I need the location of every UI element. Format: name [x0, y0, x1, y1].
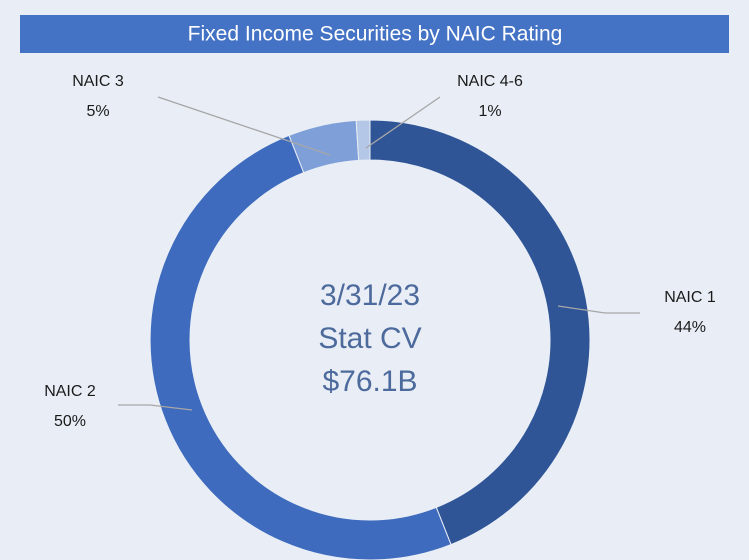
category-label: NAIC 4-6: [457, 73, 523, 90]
center-label: $76.1B: [322, 365, 417, 398]
title-bar: [20, 15, 729, 53]
donut: [149, 119, 591, 560]
value-label: 44%: [674, 319, 706, 336]
leader-line: [365, 96, 441, 149]
value-label: 1%: [478, 103, 501, 120]
center-label: Stat CV: [318, 322, 421, 355]
category-label: NAIC 2: [44, 383, 96, 400]
donut-segment: [149, 134, 452, 560]
category-label: NAIC 1: [664, 289, 716, 306]
value-label: 50%: [54, 413, 86, 430]
category-label: NAIC 3: [72, 73, 124, 90]
donut-segment: [355, 119, 371, 161]
value-label: 5%: [86, 103, 109, 120]
leader-line: [557, 305, 640, 314]
chart-title: Fixed Income Securities by NAIC Rating: [188, 23, 563, 46]
leader-line: [157, 96, 331, 156]
leader-line: [118, 404, 193, 411]
donut-segment: [369, 119, 591, 546]
center-label: 3/31/23: [320, 279, 420, 312]
